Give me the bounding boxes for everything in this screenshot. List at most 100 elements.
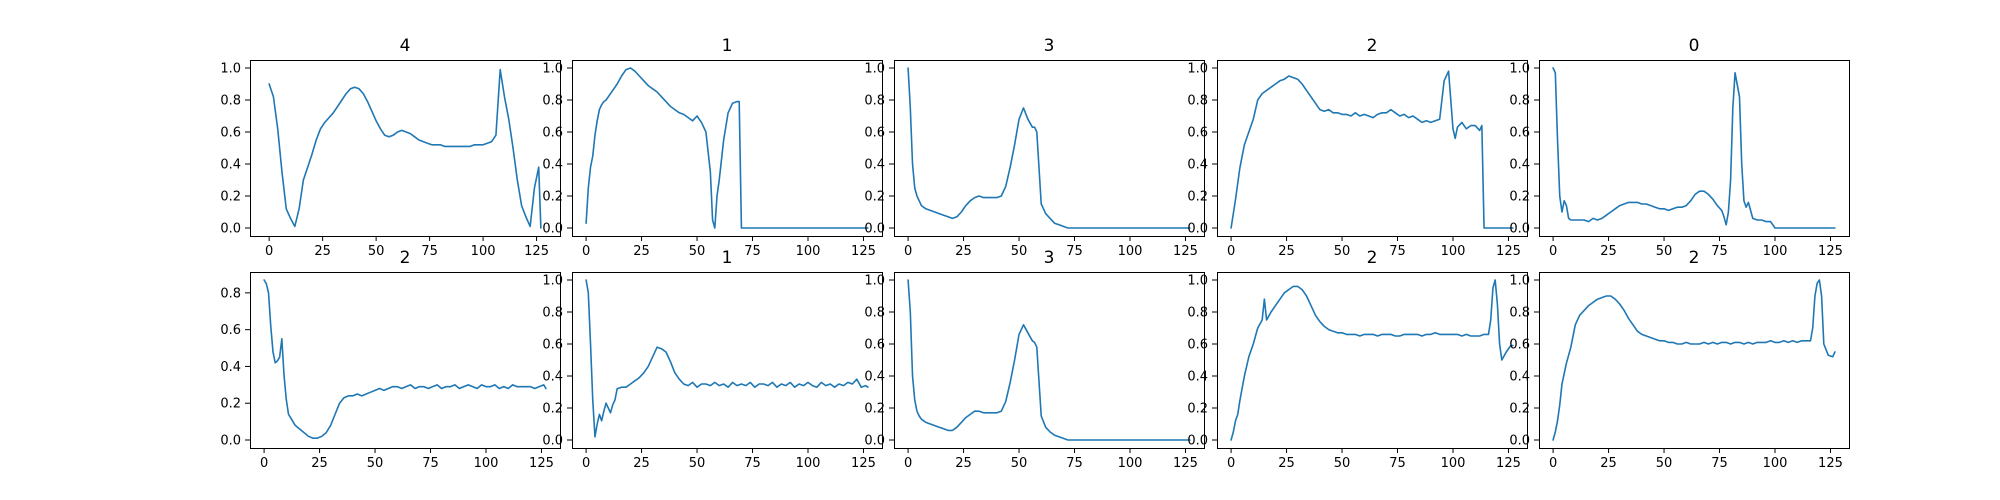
x-tick-label: 75 xyxy=(1711,244,1728,259)
axes-frame xyxy=(250,272,561,449)
y-tick-label: 0.2 xyxy=(1187,402,1208,417)
axes-frame xyxy=(894,60,1205,237)
y-tick-label: 0.6 xyxy=(220,126,241,141)
x-tick-label: 75 xyxy=(421,244,438,259)
y-tick-label: 1.0 xyxy=(864,274,885,289)
subplot-title: 1 xyxy=(722,36,733,56)
y-tick-label: 0.0 xyxy=(864,434,885,449)
x-tick-label: 75 xyxy=(1066,244,1083,259)
x-tick-label: 100 xyxy=(1118,456,1143,471)
axes-frame xyxy=(894,272,1205,449)
subplot-title: 2 xyxy=(400,248,411,268)
x-tick-label: 0 xyxy=(265,244,273,259)
y-tick-label: 0.4 xyxy=(1509,158,1530,173)
subplot-title: 4 xyxy=(400,36,411,56)
series-line xyxy=(1230,70,1514,229)
y-tick-label: 0.6 xyxy=(542,338,563,353)
x-tick-label: 75 xyxy=(1389,456,1406,471)
x-tick-label: 0 xyxy=(582,244,590,259)
y-tick-label: 0.0 xyxy=(1187,434,1208,449)
subplot-9: 2 0 25 50 75 100 125 0.0 0.2 0.4 0.6 0.8 1.0 xyxy=(1509,248,1850,471)
axes-frame xyxy=(572,272,883,449)
subplot-title: 3 xyxy=(1044,36,1055,56)
subplot-8: 2 0 25 50 75 100 125 0.0 0.2 0.4 0.6 0.8 1.0 xyxy=(1187,248,1528,471)
x-tick-label: 25 xyxy=(955,244,972,259)
y-tick-label: 0.4 xyxy=(1187,158,1208,173)
x-tick-label: 100 xyxy=(1763,244,1788,259)
y-tick-label: 0.0 xyxy=(220,222,241,237)
y-tick-label: 0.2 xyxy=(220,397,241,412)
x-tick-label: 75 xyxy=(744,456,761,471)
y-tick-label: 0.8 xyxy=(542,94,563,109)
y-tick-label: 0.6 xyxy=(1187,126,1208,141)
x-tick-label: 25 xyxy=(1600,244,1617,259)
subplot-title: 3 xyxy=(1044,248,1055,268)
x-tick-label: 25 xyxy=(955,456,972,471)
x-tick-label: 75 xyxy=(1711,456,1728,471)
x-tick-label: 0 xyxy=(1549,456,1557,471)
x-tick-label: 25 xyxy=(1278,244,1295,259)
y-tick-label: 0.4 xyxy=(1509,370,1530,385)
y-tick-label: 0.8 xyxy=(220,94,241,109)
x-tick-label: 100 xyxy=(1441,244,1466,259)
y-tick-label: 0.4 xyxy=(864,370,885,385)
x-tick-label: 25 xyxy=(1278,456,1295,471)
subplot-2: 3 0 25 50 75 100 125 0.0 0.2 0.4 0.6 0.8 1.0 xyxy=(864,36,1205,259)
series-line xyxy=(263,279,547,439)
x-tick-label: 50 xyxy=(1656,244,1673,259)
x-tick-label: 50 xyxy=(1011,244,1028,259)
y-tick-label: 0.8 xyxy=(1187,306,1208,321)
y-tick-label: 0.4 xyxy=(220,158,241,173)
x-tick-label: 25 xyxy=(1600,456,1617,471)
y-tick-label: 0.4 xyxy=(864,158,885,173)
y-tick-label: 0.6 xyxy=(1187,338,1208,353)
x-tick-label: 100 xyxy=(1763,456,1788,471)
x-tick-label: 25 xyxy=(633,456,650,471)
x-tick-label: 125 xyxy=(1818,244,1843,259)
x-tick-label: 50 xyxy=(1656,456,1673,471)
y-tick-label: 0.6 xyxy=(1509,338,1530,353)
y-tick-label: 0.0 xyxy=(1509,434,1530,449)
x-tick-label: 50 xyxy=(1334,244,1351,259)
x-tick-label: 100 xyxy=(1441,456,1466,471)
x-tick-label: 125 xyxy=(529,456,554,471)
y-tick-label: 0.8 xyxy=(1187,94,1208,109)
x-tick-label: 100 xyxy=(796,456,821,471)
x-tick-label: 25 xyxy=(311,456,328,471)
x-tick-label: 50 xyxy=(368,244,385,259)
series-line xyxy=(907,67,1191,229)
x-tick-label: 75 xyxy=(422,456,439,471)
y-tick-label: 0.6 xyxy=(864,126,885,141)
axes-frame xyxy=(572,60,883,237)
x-tick-label: 50 xyxy=(367,456,384,471)
y-tick-label: 0.4 xyxy=(542,370,563,385)
subplot-title: 0 xyxy=(1689,36,1700,56)
y-tick-label: 0.2 xyxy=(1509,402,1530,417)
y-tick-label: 0.6 xyxy=(220,323,241,338)
subplot-7: 3 0 25 50 75 100 125 0.0 0.2 0.4 0.6 0.8 1.0 xyxy=(864,248,1205,471)
y-tick-label: 0.0 xyxy=(542,222,563,237)
y-tick-label: 1.0 xyxy=(1509,62,1530,77)
y-tick-label: 0.6 xyxy=(864,338,885,353)
y-tick-label: 0.2 xyxy=(864,190,885,205)
x-tick-label: 100 xyxy=(474,456,499,471)
y-tick-label: 1.0 xyxy=(220,62,241,77)
y-tick-label: 0.6 xyxy=(1509,126,1530,141)
y-tick-label: 0.4 xyxy=(1187,370,1208,385)
x-tick-label: 25 xyxy=(633,244,650,259)
y-tick-label: 0.0 xyxy=(542,434,563,449)
y-tick-label: 0.6 xyxy=(542,126,563,141)
x-tick-label: 0 xyxy=(582,456,590,471)
series-line xyxy=(1552,67,1836,229)
y-tick-label: 0.2 xyxy=(542,190,563,205)
subplot-title: 2 xyxy=(1689,248,1700,268)
x-tick-label: 0 xyxy=(1549,244,1557,259)
x-tick-label: 50 xyxy=(689,456,706,471)
subplot-title: 2 xyxy=(1367,248,1378,268)
y-tick-label: 0.8 xyxy=(864,306,885,321)
series-line xyxy=(268,68,542,229)
subplot-0: 4 0 25 50 75 100 125 0.0 0.2 0.4 0.6 0.8 1.0 xyxy=(220,36,561,259)
x-tick-label: 125 xyxy=(1818,456,1843,471)
y-tick-label: 0.2 xyxy=(864,402,885,417)
y-tick-label: 0.8 xyxy=(1509,306,1530,321)
